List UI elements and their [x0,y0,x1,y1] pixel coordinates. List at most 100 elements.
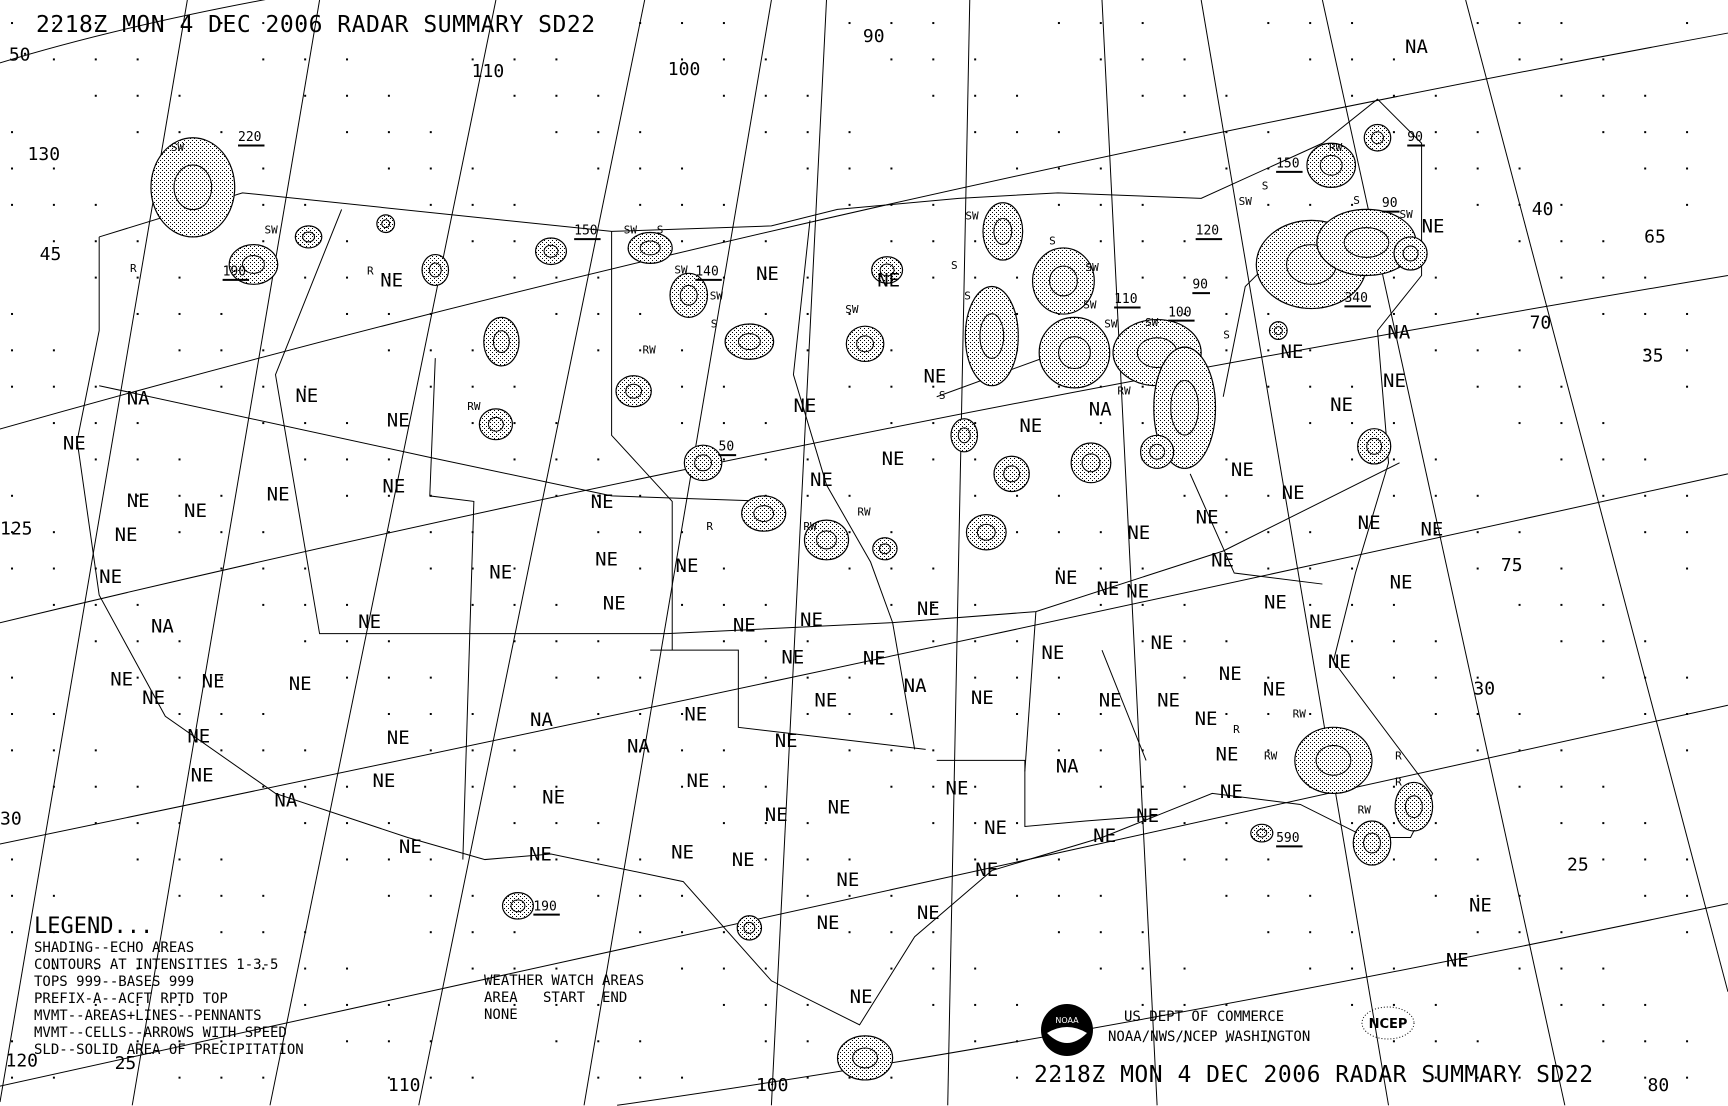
grid-dot [346,240,349,243]
grid-label: 25 [115,1053,137,1074]
grid-label: 35 [1642,345,1664,366]
grid-dot [262,58,265,61]
grid-dot [932,240,935,243]
grid-dot [597,822,600,825]
grid-dot [1057,167,1060,170]
grid-dot [1057,931,1060,934]
grid-dot [1225,894,1228,897]
grid-dot [1434,1076,1437,1079]
region-label: NE [382,476,405,498]
grid-dot [262,422,265,425]
grid-dot [1392,967,1395,970]
grid-dot [1392,458,1395,461]
grid-dot [1602,276,1605,279]
grid-dot [1225,458,1228,461]
grid-dot [11,1040,14,1043]
echo-area [421,253,450,287]
grid-dot [1518,749,1521,752]
region-label: NE [817,912,840,934]
grid-dot [932,458,935,461]
grid-dot [639,1076,642,1079]
grid-dot [806,131,809,134]
grid-dot [136,494,139,497]
grid-dot [722,240,725,243]
grid-dot [11,312,14,315]
region-label: NE [202,671,225,693]
region-label: NE [917,598,940,620]
grid-dot [429,167,432,170]
grid-dot [1518,1076,1521,1079]
region-label: NE [191,764,214,786]
grid-dot [555,967,558,970]
grid-dot [136,676,139,679]
region-label: NE [732,849,755,871]
grid-dot [11,349,14,352]
movement-code: SW [1239,195,1253,208]
movement-code: SW [1400,208,1414,221]
grid-dot [681,203,684,206]
echo-contour [1319,154,1343,176]
grid-dot [136,603,139,606]
echo-top-label: 120 [1196,224,1219,239]
grid-dot [1434,894,1437,897]
grid-dot [1476,312,1479,315]
grid-dot [1560,203,1563,206]
grid-dot [94,422,97,425]
grid-dot [974,640,977,643]
grid-dot [1267,1076,1270,1079]
grid-dot [471,603,474,606]
legend-line: TOPS 999--BASES 999 [34,974,195,990]
grid-dot [597,494,600,497]
grid-dot [764,1003,767,1006]
grid-dot [136,94,139,97]
grid-dot [1183,822,1186,825]
echo-contour [1081,453,1101,473]
grid-dot [513,567,516,570]
echo-contour [957,427,971,444]
grid-dot [722,203,725,206]
grid-dot [932,58,935,61]
grid-label: 125 [0,518,33,539]
grid-dot [1602,312,1605,315]
grid-dot [555,494,558,497]
echo-contour [1170,379,1200,436]
grid-dot [1644,94,1647,97]
grid-dot [1225,167,1228,170]
grid-dot [681,22,684,25]
grid-dot [346,640,349,643]
grid-dot [52,349,55,352]
echo-contour [543,244,559,258]
grid-dot [11,22,14,25]
grid-dot [1057,1076,1060,1079]
echo-areas [150,123,1434,1081]
grid-dot [1518,531,1521,534]
grid-dot [722,1003,725,1006]
grid-dot [1267,531,1270,534]
grid-dot [848,858,851,861]
region-label: NE [529,844,552,866]
echo-area [1352,820,1392,866]
grid-dot [387,531,390,534]
grid-dot [1225,494,1228,497]
grid-dot [806,640,809,643]
grid-dot [11,203,14,206]
grid-dot [1434,640,1437,643]
grid-dot [178,276,181,279]
grid-dot [346,312,349,315]
region-label: NE [765,804,788,826]
region-label: NE [1099,689,1122,711]
grid-dot [1099,785,1102,788]
grid-dot [1476,931,1479,934]
grid-dot [1602,640,1605,643]
grid-dot [1309,22,1312,25]
echo-area [501,892,534,920]
grid-dot [1141,567,1144,570]
grid-dot [1686,22,1689,25]
grid-dot [1267,931,1270,934]
grid-dot [1518,58,1521,61]
grid-dot [1686,494,1689,497]
legend-line: SLD--SOLID AREA OF PRECIPITATION [34,1042,304,1058]
region-label: NE [542,786,565,808]
grid-dot [387,167,390,170]
grid-dot [471,349,474,352]
